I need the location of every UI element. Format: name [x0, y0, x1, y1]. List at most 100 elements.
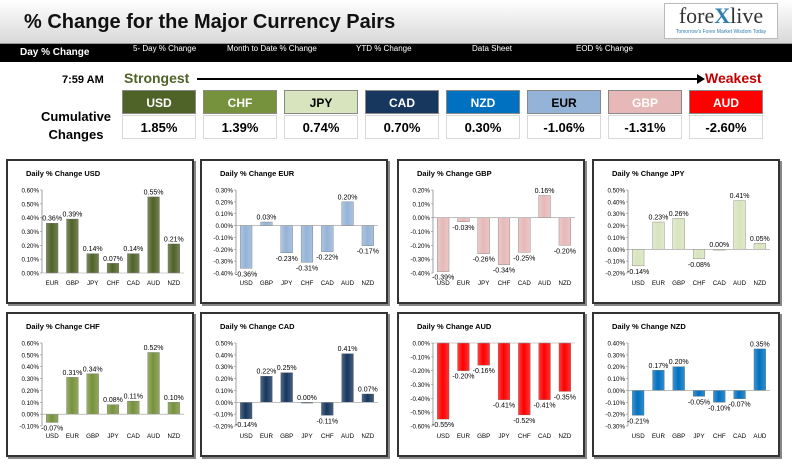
y-tick-label: 0.10%	[21, 257, 39, 264]
bar-cad	[321, 225, 334, 252]
y-tick-label: -0.20%	[605, 412, 625, 419]
bar-chf	[692, 249, 706, 259]
y-tick-label: 0.10%	[215, 211, 233, 218]
data-label: 0.08%	[103, 397, 123, 404]
chart-panel-nzd: Daily % Change NZD -0.30% -0.20% -0.10% 0.00…	[592, 312, 780, 457]
currency-box-nzd: NZD	[446, 90, 520, 114]
x-category-label: GBP	[477, 433, 490, 440]
y-tick-label: 0.10%	[607, 376, 625, 383]
x-category-label: CHF	[107, 280, 120, 287]
x-category-label: AUD	[147, 433, 161, 440]
forexlive-logo[interactable]: foreXlive Tomorrow's Forex Market Wisdom…	[664, 3, 778, 39]
tab-5-day-change[interactable]: 5- Day % Change	[133, 44, 197, 53]
logo-tagline: Tomorrow's Forex Market Wisdom Today	[675, 29, 767, 35]
tab-bar: Day % Change 5- Day % Change Month to Da…	[0, 44, 792, 62]
y-tick-label: -0.30%	[213, 259, 233, 266]
bar-eur	[260, 376, 273, 403]
x-category-label: USD	[46, 433, 60, 440]
data-label: 0.23%	[648, 215, 668, 222]
data-label: -0.07%	[728, 402, 750, 409]
tab-day-change[interactable]: Day % Change	[20, 47, 90, 58]
chart-title: Daily % Change NZD	[612, 322, 686, 331]
currency-box-chf: CHF	[203, 90, 277, 114]
x-category-label: CAD	[538, 433, 552, 440]
x-category-label: CHF	[693, 280, 706, 287]
bar-chf	[518, 342, 531, 416]
data-label: 0.16%	[535, 188, 555, 195]
data-label: 0.14%	[83, 246, 103, 253]
y-tick-label: 0.60%	[21, 188, 39, 195]
x-category-label: AUD	[753, 433, 767, 440]
bar-jpy	[86, 253, 99, 274]
chart-panel-eur: Daily % Change EUR -0.40% -0.30% -0.20% -0.1…	[200, 159, 388, 304]
currency-value-nzd: 0.30%	[446, 115, 520, 139]
x-category-label: USD	[240, 433, 254, 440]
y-tick-label: -0.20%	[605, 271, 625, 278]
bar-chf	[497, 217, 511, 265]
chart-panel-jpy: Daily % Change JPY -0.20% -0.10% 0.00% 0.10%…	[592, 159, 780, 304]
y-tick-label: -0.10%	[605, 259, 625, 266]
data-label: 0.07%	[103, 256, 123, 263]
y-tick-label: 0.60%	[21, 341, 39, 348]
bar-usd	[632, 390, 645, 416]
y-tick-label: 0.00%	[21, 271, 39, 278]
y-tick-label: -0.20%	[213, 247, 233, 254]
y-tick-label: 0.30%	[21, 376, 39, 383]
chart-title: Daily % Change CHF	[26, 322, 100, 331]
data-label: 0.20%	[338, 194, 358, 201]
y-tick-label: -0.40%	[213, 271, 233, 278]
x-category-label: CHF	[713, 433, 726, 440]
tab-data-sheet[interactable]: Data Sheet	[472, 44, 513, 53]
x-category-label: NZD	[361, 280, 374, 287]
chart-panel-usd: Daily % Change USD 0.00% 0.10% 0.20% 0.30% 0.…	[6, 159, 194, 304]
x-category-label: USD	[632, 433, 646, 440]
y-tick-label: 0.00%	[21, 412, 39, 419]
bar-nzd	[361, 225, 374, 246]
y-tick-label: -0.30%	[410, 257, 430, 264]
data-label: 0.21%	[164, 236, 184, 243]
bar-cad	[733, 390, 746, 399]
x-category-label: JPY	[87, 280, 98, 287]
tab-eod-change[interactable]: EOD % Change	[576, 44, 633, 53]
data-label: -0.52%	[513, 418, 535, 425]
bar-usd	[240, 225, 253, 269]
data-label: -0.03%	[452, 225, 474, 232]
tab-ytd-change[interactable]: YTD % Change	[356, 44, 412, 53]
x-category-label: NZD	[558, 280, 571, 287]
bar-aud	[341, 353, 354, 403]
data-label: -0.26%	[473, 257, 495, 264]
x-category-label: EUR	[652, 433, 666, 440]
strength-arrow	[197, 78, 701, 80]
data-label: 0.41%	[338, 346, 358, 353]
x-category-label: CAD	[321, 280, 335, 287]
data-label: 0.52%	[144, 345, 164, 352]
x-category-label: AUD	[147, 280, 161, 287]
bar-eur	[457, 342, 470, 371]
x-category-label: EUR	[260, 433, 274, 440]
data-label: -0.20%	[452, 374, 474, 381]
x-category-label: AUD	[538, 280, 552, 287]
y-tick-label: 0.20%	[21, 388, 39, 395]
bar-jpy	[106, 404, 120, 415]
tab-month-to-date-change[interactable]: Month to Date % Change	[227, 44, 317, 53]
page-title: % Change for the Major Currency Pairs	[24, 11, 396, 33]
bar-gbp	[672, 218, 685, 250]
x-category-label: JPY	[107, 433, 118, 440]
data-label: 0.14%	[123, 246, 143, 253]
currency-value-usd: 1.85%	[122, 115, 196, 139]
x-category-label: CHF	[518, 433, 531, 440]
y-tick-label: 0.20%	[607, 223, 625, 230]
currency-box-cad: CAD	[365, 90, 439, 114]
x-category-label: CAD	[733, 433, 747, 440]
timestamp: 7:59 AM	[62, 74, 104, 86]
bar-gbp	[86, 373, 99, 415]
y-tick-label: 0.10%	[21, 400, 39, 407]
data-label: -0.11%	[316, 418, 338, 425]
y-tick-label: 0.00%	[215, 223, 233, 230]
x-category-label: CAD	[713, 280, 727, 287]
y-tick-label: 0.40%	[21, 364, 39, 371]
bar-chart: Daily % Change CAD -0.20% -0.10% 0.00% 0.10%…	[213, 322, 378, 440]
x-category-label: USD	[437, 280, 451, 287]
bar-eur	[66, 377, 79, 415]
bar-aud	[341, 201, 354, 226]
